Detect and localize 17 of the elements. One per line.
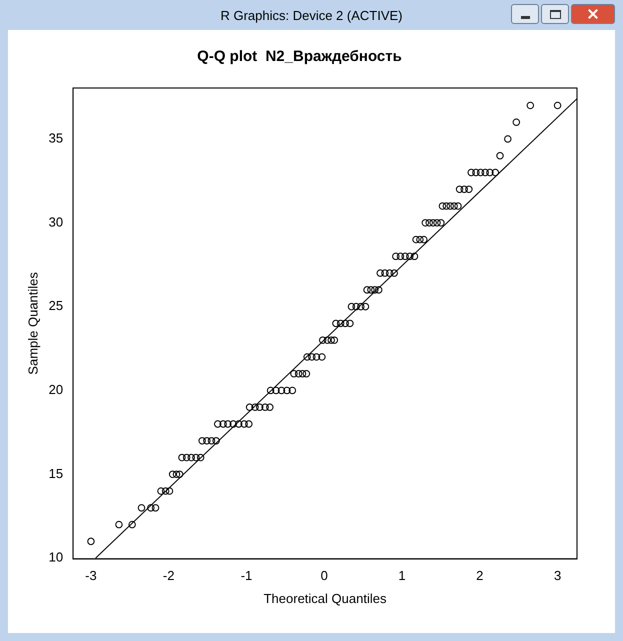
x-tick-label: -1 (240, 568, 252, 584)
y-tick-label: 25 (48, 298, 64, 314)
y-axis-title: Sample Quantiles (25, 272, 40, 375)
x-tick-label: 0 (320, 568, 328, 584)
chart-title: Q-Q plot N2_Враждебность (197, 48, 402, 66)
x-tick-label: 3 (554, 568, 562, 584)
y-tick-label: 35 (48, 130, 64, 146)
y-tick-label: 10 (48, 550, 64, 565)
x-tick-label: -3 (85, 568, 97, 584)
x-tick-label: 2 (476, 568, 484, 584)
y-tick-label: 20 (48, 382, 64, 398)
x-tick-label: -2 (162, 568, 174, 584)
text: R Graphics: Device 2 (ACTIVE) (220, 8, 403, 22)
y-tick-label: 15 (48, 466, 64, 481)
x-axis-title: Theoretical Quantiles (264, 590, 387, 606)
x-tick-label: 1 (398, 568, 406, 584)
y-tick-label: 30 (48, 214, 64, 230)
